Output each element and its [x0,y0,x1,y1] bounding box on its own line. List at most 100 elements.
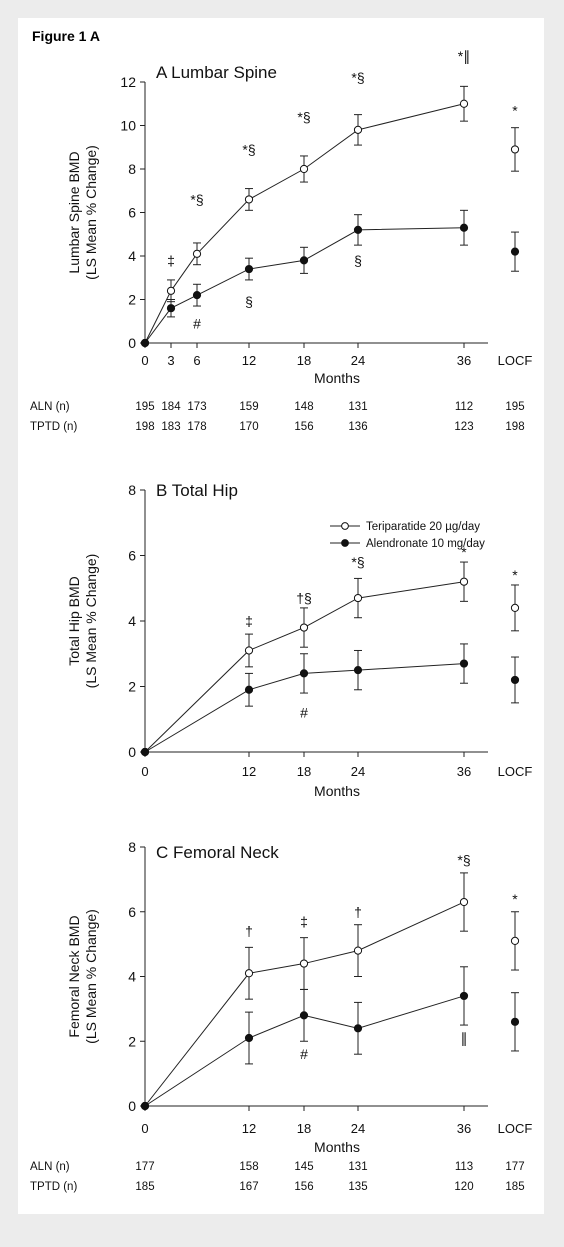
locf-data-point [510,247,520,256]
data-point [244,195,254,204]
data-point [459,577,469,586]
chart-title: A Lumbar Spine [156,63,277,82]
significance-marker: *§ [190,191,203,207]
y-tick-label: 2 [128,1033,136,1049]
n-table-cell: 156 [294,1181,313,1193]
n-table-cell: 195 [505,401,524,413]
x-tick-label: LOCF [498,353,533,368]
locf-data-point [510,145,520,154]
data-point [140,1101,150,1111]
n-table-cell: 195 [135,401,154,413]
n-table-cell: 183 [161,421,180,433]
n-table-cell: 177 [505,1161,524,1173]
legend-marker [341,522,349,530]
data-point [459,99,469,108]
n-table-row-label: TPTD (n) [30,421,77,433]
x-tick-label: 24 [351,764,365,779]
n-table-cell: 135 [348,1181,367,1193]
n-table-cell: 198 [135,421,154,433]
significance-marker: *§ [297,109,310,125]
data-point [299,1011,309,1020]
n-table-row-label: ALN (n) [30,1161,70,1173]
x-axis-label: Months [314,370,360,386]
data-point [353,1024,363,1033]
y-tick-label: 8 [128,839,136,855]
x-tick-label: 36 [457,764,471,779]
x-tick-label: 18 [297,353,311,368]
y-tick-label: 4 [128,613,136,629]
significance-marker: *§ [351,554,364,570]
x-tick-label: 18 [297,764,311,779]
y-tick-label: 4 [128,969,136,985]
x-tick-label: 36 [457,353,471,368]
data-point [353,225,363,234]
data-point [299,164,309,174]
data-point [140,338,150,348]
data-point [353,946,363,955]
legend-label: Alendronate 10 mg/day [366,538,485,550]
significance-marker: †§ [296,590,312,606]
significance-marker: ‡ [167,252,175,268]
significance-marker: *∥ [458,48,470,64]
significance-marker: ∥ [461,1030,468,1046]
significance-marker: * [512,891,518,907]
figure-panel [18,18,544,1214]
n-table-cell: 113 [455,1161,473,1173]
x-axis-label: Months [314,1139,360,1155]
x-tick-label: 36 [457,1121,471,1136]
y-tick-label: 6 [128,205,136,221]
y-tick-label: 8 [128,161,136,177]
significance-marker: ‡ [300,913,308,929]
significance-marker: § [245,294,253,310]
x-tick-label: 0 [141,353,148,368]
y-axis-label: Total Hip BMD [66,576,82,665]
data-point [244,685,254,694]
n-table-cell: 185 [505,1181,524,1193]
significance-marker: *§ [457,852,470,868]
x-tick-label: 18 [297,1121,311,1136]
y-tick-label: 4 [128,248,136,264]
n-table-row-label: ALN (n) [30,401,70,413]
significance-marker: § [354,252,362,268]
y-tick-label: 12 [120,74,136,90]
n-table-cell: 184 [161,401,181,413]
x-tick-label: LOCF [498,764,533,779]
significance-marker: * [512,567,518,583]
locf-data-point [510,936,520,945]
n-table-cell: 120 [454,1181,473,1193]
data-point [353,593,363,603]
n-table-cell: 198 [505,421,524,433]
x-tick-label: LOCF [498,1121,533,1136]
y-tick-label: 10 [120,118,136,134]
data-point [353,666,363,675]
data-point [299,623,309,632]
x-axis-label: Months [314,783,360,799]
x-tick-label: 12 [242,1121,256,1136]
x-tick-label: 6 [193,353,200,368]
y-tick-label: 2 [128,679,136,695]
significance-marker: ‡ [245,613,253,629]
y-axis-label: Lumbar Spine BMD [66,151,82,273]
x-tick-label: 12 [242,353,256,368]
significance-marker: * [461,544,467,560]
data-point [299,959,309,968]
n-table-cell: 185 [135,1181,154,1193]
x-tick-label: 24 [351,353,365,368]
significance-marker: † [354,904,362,920]
data-point [244,646,254,655]
significance-marker: † [245,923,253,939]
n-table-cell: 145 [294,1161,313,1173]
y-tick-label: 6 [128,904,136,920]
n-table-cell: 148 [294,401,313,413]
x-tick-label: 0 [141,1121,148,1136]
y-axis-label: (LS Mean % Change) [83,554,99,689]
n-table-cell: 112 [455,401,473,413]
y-tick-label: 0 [128,1098,136,1114]
y-tick-label: 0 [128,335,136,351]
data-point [299,256,309,265]
n-table-cell: 158 [239,1161,258,1173]
y-tick-label: 8 [128,482,136,498]
data-point [459,659,469,668]
n-table-cell: 178 [187,421,206,433]
